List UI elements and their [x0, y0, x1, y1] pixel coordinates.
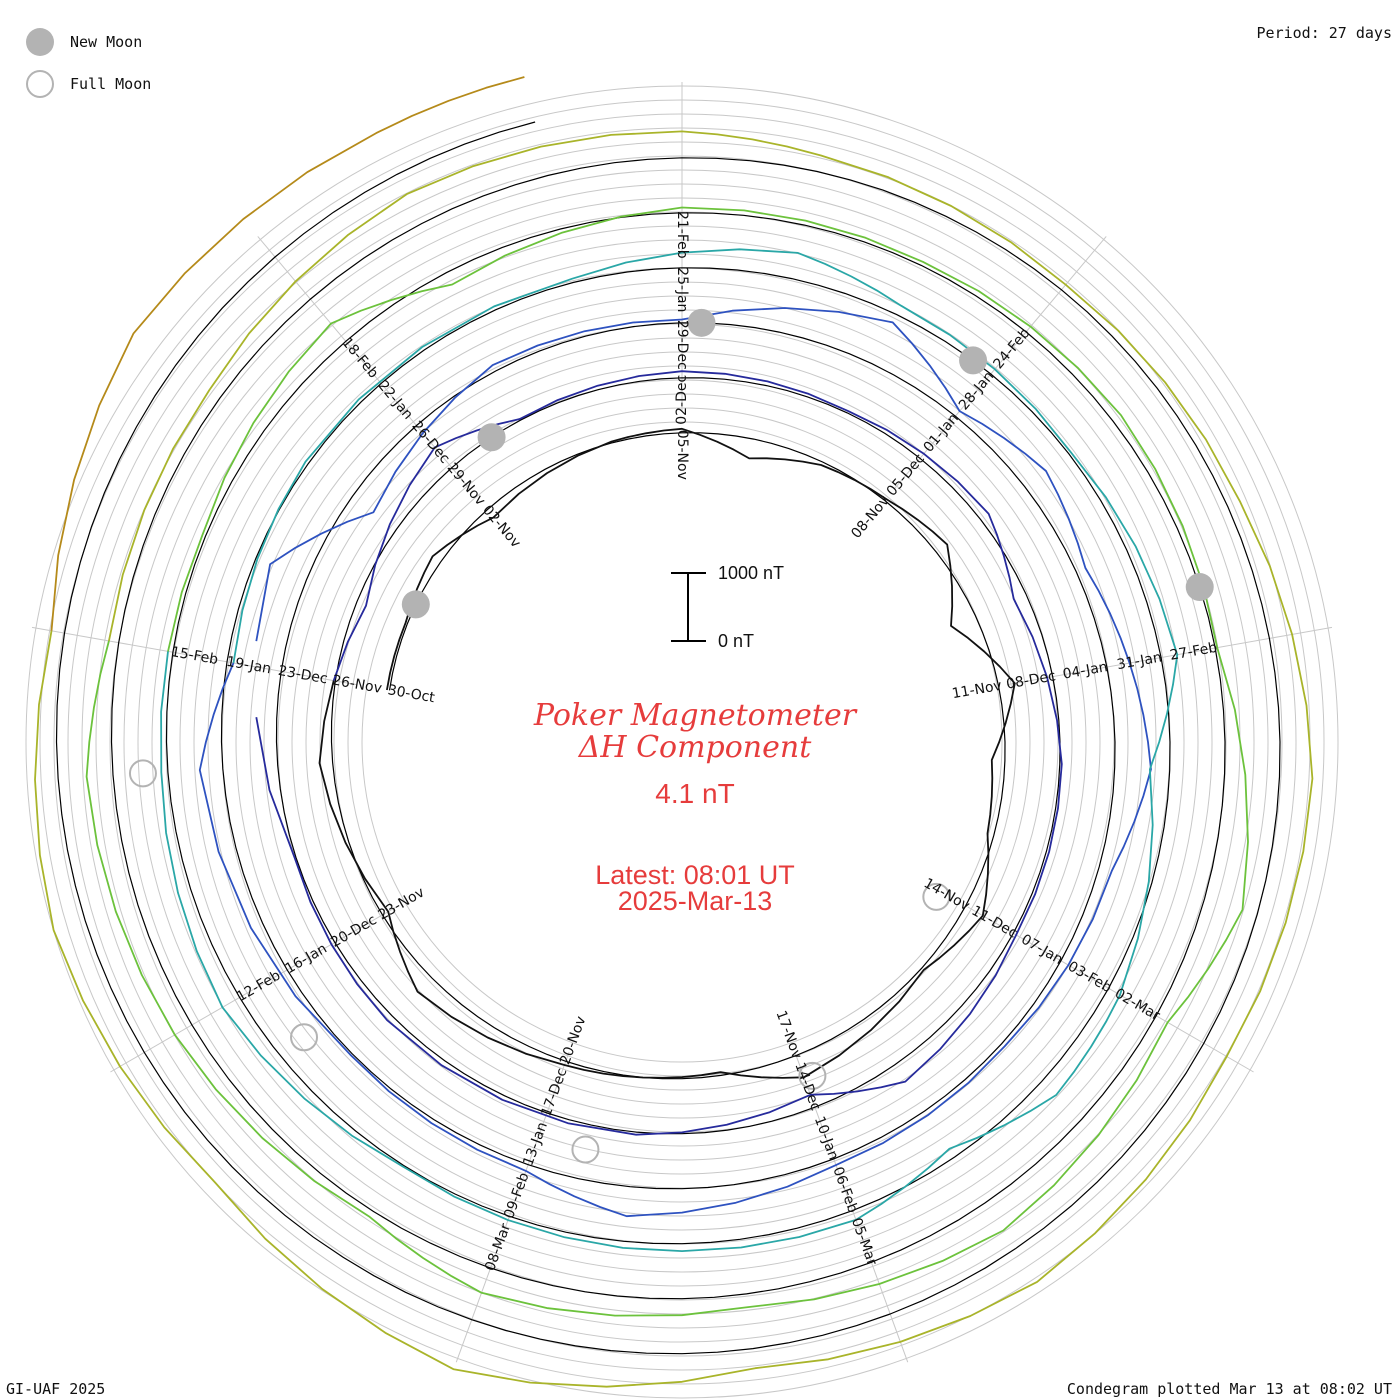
- date-label: 30-Oct: [386, 682, 436, 706]
- full-moon-marker: [571, 1135, 600, 1164]
- date-label: 19-Jan: [225, 654, 272, 678]
- scale-top-label: 1000 nT: [718, 563, 785, 583]
- grid-spoke: [1006, 626, 1333, 686]
- date-label: 29-Dec: [674, 320, 690, 370]
- date-label: 08-Mar: [482, 1221, 514, 1273]
- trace-turn-7: [50, 76, 525, 631]
- period-label: Period: 27 days: [1256, 24, 1392, 42]
- new-moon-marker: [1185, 573, 1214, 602]
- latest-time: Latest: 08:01 UT: [595, 860, 795, 890]
- full-moon-marker: [128, 759, 157, 788]
- date-label: 27-Feb: [1169, 640, 1219, 664]
- full-moon-label: Full Moon: [70, 75, 152, 93]
- date-label: 15-Feb: [170, 644, 220, 668]
- date-label: 17-Nov: [773, 1009, 805, 1062]
- full-moon-marker: [798, 1061, 827, 1090]
- moon-layer: [128, 308, 1214, 1164]
- scale-bar: [671, 572, 706, 642]
- date-label: 02-Dec: [674, 375, 690, 425]
- grid-spoke: [455, 1051, 570, 1363]
- date-label: 05-Nov: [674, 430, 690, 480]
- date-label: 01-Jan: [921, 411, 962, 456]
- date-label: 26-Nov: [331, 672, 383, 696]
- date-label: 23-Dec: [277, 663, 329, 687]
- date-label: 20-Nov: [557, 1014, 589, 1067]
- date-label: 20-Dec: [328, 912, 379, 951]
- chart-title: Poker Magnetometer ΔH Component: [430, 700, 960, 764]
- trace-turn-4: [160, 248, 1179, 1252]
- grid-spoke: [893, 236, 1107, 490]
- footer-plot-time: Condegram plotted Mar 13 at 08:02 UT: [1066, 1380, 1392, 1398]
- date-label: 09-Feb: [501, 1170, 532, 1220]
- date-label: 31-Jan: [1116, 650, 1163, 674]
- full-moon-marker: [290, 1023, 319, 1052]
- date-label: 18-Feb: [338, 335, 381, 382]
- title-line-2: ΔH Component: [578, 730, 812, 765]
- trace-layer: [34, 76, 1314, 1388]
- new-moon-label: New Moon: [70, 33, 143, 51]
- title-line-1: Poker Magnetometer: [533, 698, 857, 733]
- date-label: 16-Jan: [283, 941, 330, 977]
- spiral-baseline: [55, 121, 1281, 1355]
- full-moon-icon: [26, 70, 54, 98]
- new-moon-marker: [959, 346, 988, 375]
- scale-bottom-label: 0 nT: [718, 631, 755, 651]
- date-label: 11-Nov: [951, 678, 1003, 702]
- new-moon-marker: [401, 590, 430, 619]
- date-label: 08-Nov: [848, 493, 893, 542]
- grid-ring: [361, 421, 1003, 1063]
- date-label: 02-Mar: [1112, 986, 1163, 1025]
- date-label: 05-Dec: [884, 451, 928, 500]
- trace-turn-3: [198, 307, 1152, 1218]
- legend-full-moon: Full Moon: [26, 70, 151, 98]
- date-label: 24-Feb: [991, 325, 1034, 372]
- date-label: 21-Feb: [674, 211, 690, 259]
- new-moon-marker: [687, 308, 716, 337]
- date-label: 17-Dec: [538, 1066, 570, 1118]
- full-moon-marker: [922, 882, 951, 911]
- trace-turn-5: [85, 206, 1249, 1317]
- new-moon-marker: [477, 423, 506, 452]
- legend-new-moon: New Moon: [26, 28, 142, 56]
- date-label: 22-Jan: [375, 378, 416, 423]
- date-label: 05-Mar: [848, 1216, 880, 1268]
- date-label: 07-Jan: [1018, 932, 1065, 968]
- new-moon-icon: [26, 28, 54, 56]
- current-value: 4.1 nT: [655, 778, 735, 809]
- date-label: 04-Jan: [1062, 659, 1109, 683]
- grid-spoke: [31, 626, 358, 686]
- date-label: 06-Feb: [829, 1165, 860, 1215]
- date-label: 25-Jan: [674, 267, 690, 312]
- baseline-layer: [55, 121, 1281, 1355]
- trace-turn-2: [255, 370, 1063, 1136]
- date-label: 03-Feb: [1065, 958, 1114, 996]
- footer-credit: GI-UAF 2025: [6, 1380, 106, 1398]
- trace-turn-1: [318, 427, 1016, 1079]
- grid-spoke: [794, 1051, 909, 1363]
- grid-spoke: [110, 906, 397, 1073]
- trace-turn-6: [34, 130, 1314, 1388]
- latest-date: 2025-Mar-13: [617, 886, 773, 916]
